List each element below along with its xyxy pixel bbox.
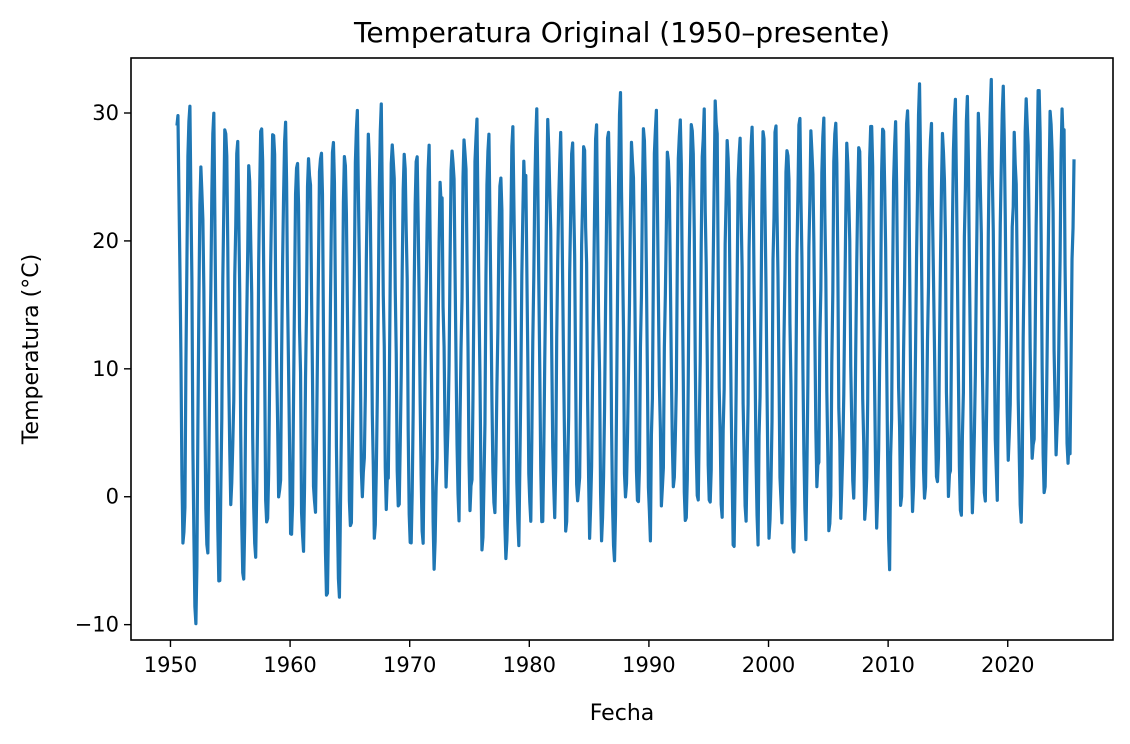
- x-axis-label: Fecha: [590, 701, 655, 726]
- y-axis-label: Temperatura (°C): [19, 254, 44, 445]
- x-tick-label: 2000: [742, 653, 795, 677]
- x-tick-label: 1970: [383, 653, 436, 677]
- y-tick-label: −10: [75, 613, 119, 637]
- y-tick-label: 30: [92, 101, 119, 125]
- x-tick-label: 1950: [144, 653, 197, 677]
- x-tick-label: 2020: [981, 653, 1034, 677]
- plot-area: [130, 57, 1114, 641]
- x-tick-label: 1960: [263, 653, 316, 677]
- x-tick-label: 1990: [622, 653, 675, 677]
- x-tick-label: 1980: [503, 653, 556, 677]
- x-axis: 1950 1960 1970 1980 1990 2000 2010 2020: [144, 640, 1034, 677]
- y-axis: −10 0 10 20 30: [75, 101, 131, 637]
- y-tick-label: 0: [106, 485, 119, 509]
- plot-frame: [130, 57, 1114, 641]
- y-tick-label: 10: [92, 357, 119, 381]
- temperature-line: [175, 77, 1076, 626]
- y-tick-label: 20: [92, 229, 119, 253]
- x-tick-label: 2010: [861, 653, 914, 677]
- chart-title: Temperatura Original (1950–presente): [353, 16, 890, 49]
- series-layer: [175, 77, 1076, 626]
